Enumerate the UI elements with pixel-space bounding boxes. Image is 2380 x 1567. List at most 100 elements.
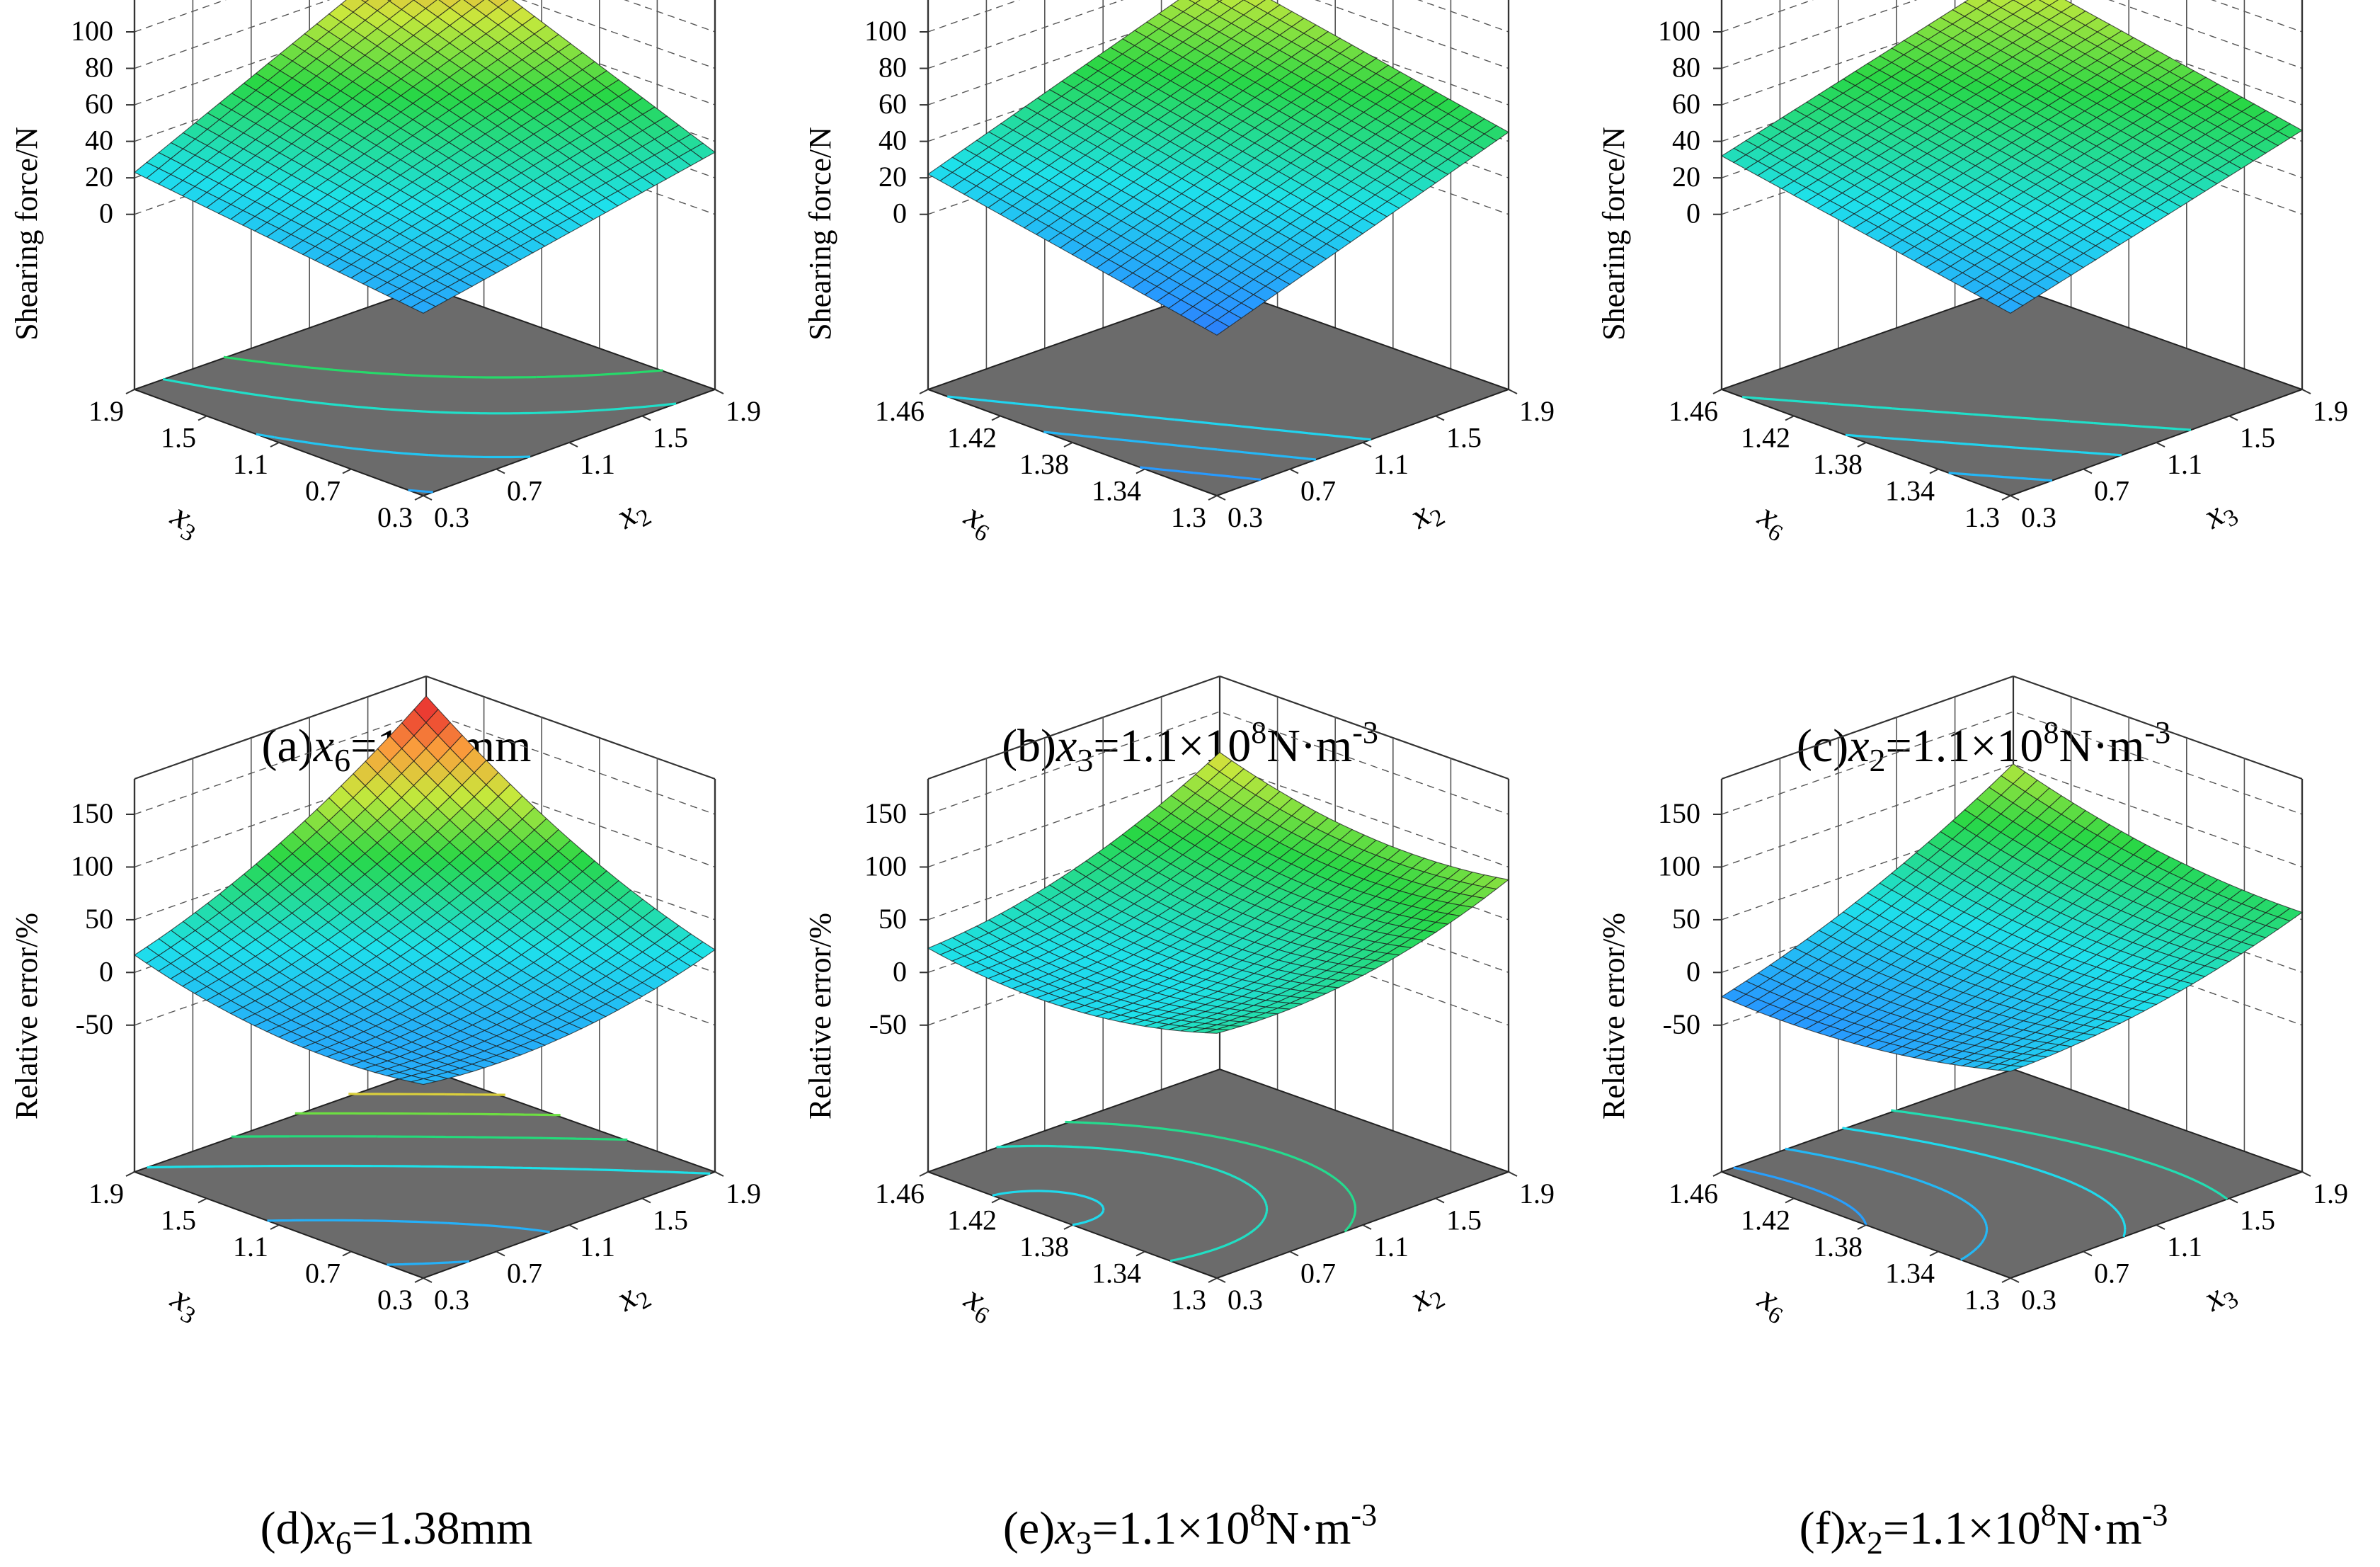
left-axis-tick-label: 1.46: [875, 395, 925, 427]
caption-superscript: -3: [1351, 1498, 1377, 1532]
caption-subscript: 3: [1075, 1525, 1092, 1561]
wall-top-edge: [1219, 675, 1509, 780]
chart-panel-d: 150 100 50 0 -50 Relative error/% 1.9 1.5 1.1 0.7…: [9, 675, 761, 1561]
right-axis-tick-label: 1.5: [653, 1204, 688, 1236]
right-axis-tick: [1362, 1224, 1372, 1230]
left-axis-tick-label: 1.46: [1669, 1178, 1718, 1209]
left-axis-tick: [270, 442, 280, 448]
z-grid-line: [134, 711, 716, 815]
right-axis-tick-label: 0.3: [2021, 501, 2056, 533]
z-grid-line: [134, 1, 716, 106]
floor-contours: [1733, 1109, 2229, 1261]
wall-top-edge: [425, 675, 716, 780]
floor-contours: [162, 355, 677, 494]
panel-caption: (f)x2=1.1×108N·m-3: [1800, 1498, 2168, 1561]
z-tick-label: 20: [1672, 161, 1700, 193]
left-axis-tick-label: 1.3: [1964, 501, 2000, 533]
left-axis-tick-label: 0.7: [305, 1258, 341, 1289]
caption-unit: N·m: [2059, 720, 2144, 772]
right-axis-tick-label: 1.1: [2167, 448, 2202, 480]
floor-axes: [919, 1171, 1518, 1283]
caption-subscript: 2: [1869, 742, 1885, 778]
right-axis-tick-label: 0.7: [1300, 1258, 1336, 1289]
left-axis-tick-label: 1.1: [233, 1231, 268, 1263]
surface-cell: [1204, 1029, 1230, 1034]
contour-line: [162, 377, 677, 415]
left-axis-tick: [1712, 1171, 1722, 1177]
right-axis-tick: [2083, 468, 2093, 474]
caption-rest: =1.38mm: [352, 1503, 532, 1554]
wall-top-edge: [2013, 675, 2303, 780]
left-axis-tick: [414, 495, 424, 501]
left-axis-tick: [1208, 1277, 1218, 1283]
right-axis-tick: [1289, 468, 1299, 474]
right-axis-tick: [1362, 442, 1372, 448]
wall-top-edge: [927, 675, 1220, 780]
left-axis-tick: [198, 415, 207, 421]
response-surface: [927, 0, 1510, 336]
right-axis-tick-label: 1.9: [1519, 395, 1555, 427]
right-axis-tick-label: 1.9: [726, 1178, 761, 1209]
caption-variable: x: [313, 720, 334, 772]
left-axis-tick: [198, 1197, 207, 1204]
z-grid-line: [927, 763, 1509, 868]
z-tick-label: 0: [893, 198, 907, 229]
floor-contours: [992, 1120, 1357, 1263]
left-axis-tick-label: 1.34: [1885, 475, 1935, 507]
caption-variable: x: [1846, 1503, 1867, 1554]
caption-rest: =1.1×10: [1885, 720, 2043, 772]
caption-variable: x: [314, 1503, 336, 1554]
panel-caption: (d)x6=1.38mm: [261, 1503, 533, 1561]
contour-line: [1785, 1147, 1989, 1261]
left-axis-tick: [991, 415, 1001, 421]
surface-cell: [1998, 1065, 2023, 1072]
contour-line: [996, 1144, 1269, 1263]
left-axis-tick: [270, 1224, 280, 1230]
z-grid-line: [927, 816, 1509, 921]
caption-prefix: (a): [262, 720, 314, 772]
surface-cell: [1188, 0, 1201, 4]
right-axis-tick: [1435, 415, 1445, 421]
response-surface: [134, 695, 716, 1085]
right-axis-tick-label: 0.7: [507, 1258, 542, 1289]
right-axis-tick: [496, 1250, 505, 1257]
right-axis-tick-label: 0.3: [434, 1284, 469, 1316]
z-tick-label: 150: [1658, 797, 1700, 829]
right-axis-tick: [423, 1277, 433, 1283]
left-axis-tick-label: 1.34: [1092, 475, 1141, 507]
caption-superscript: 8: [2043, 715, 2059, 750]
z-tick-label: -50: [869, 1008, 907, 1040]
right-axis-tick: [2229, 415, 2238, 421]
left-axis-tick: [1712, 389, 1722, 394]
caption-subscript: 2: [1867, 1525, 1883, 1561]
right-axis-tick-label: 1.9: [2313, 1178, 2348, 1209]
z-tick-label: 100: [864, 850, 907, 882]
caption-superscript: 8: [1249, 1498, 1265, 1532]
contour-line: [223, 355, 663, 379]
left-axis-tick-label: 1.34: [1885, 1258, 1935, 1289]
caption-unit: N·m: [2056, 1503, 2142, 1554]
z-axis-label: Shearing force/N: [1596, 127, 1631, 341]
floor-contours: [147, 1093, 711, 1266]
left-axis-tick: [2001, 495, 2011, 501]
right-axis-tick-label: 0.7: [2094, 1258, 2129, 1289]
floor-axes: [1712, 1171, 2311, 1283]
right-axis-tick-label: 1.5: [1446, 1204, 1482, 1236]
left-axis-tick-label: 1.1: [233, 448, 268, 480]
z-tick-label: 100: [71, 850, 113, 882]
left-axis-tick-label: 1.5: [161, 422, 196, 454]
z-tick-label: 100: [864, 15, 907, 47]
z-axis-label: Shearing force/N: [803, 127, 837, 341]
left-axis-tick: [1208, 495, 1218, 501]
caption-prefix: (e): [1003, 1503, 1055, 1554]
left-axis-tick: [125, 1171, 135, 1177]
caption-subscript: 6: [336, 1525, 352, 1561]
left-axis-tick-label: 1.42: [947, 422, 997, 454]
left-axis-tick-label: 1.38: [1019, 1231, 1069, 1263]
contour-line: [1140, 466, 1261, 481]
contour-line: [992, 1190, 1105, 1226]
z-tick-label: 0: [99, 198, 113, 229]
left-axis-tick-label: 1.38: [1813, 1231, 1863, 1263]
